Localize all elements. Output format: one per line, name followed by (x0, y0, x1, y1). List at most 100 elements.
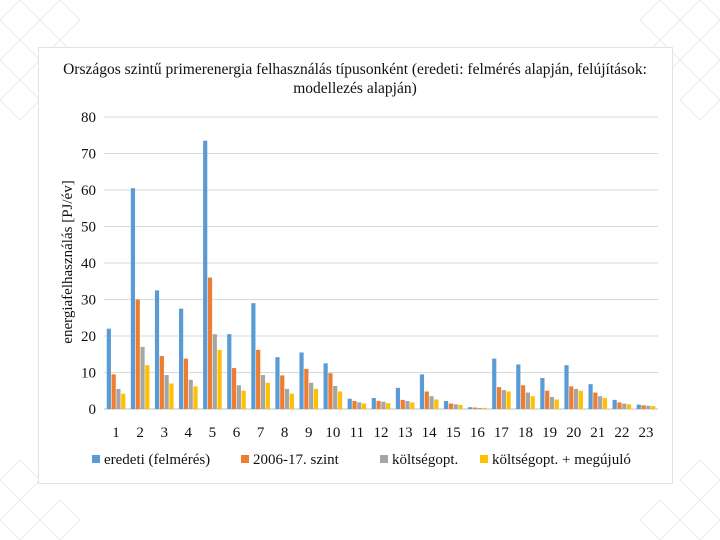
x-tick-label: 22 (614, 425, 629, 441)
bar-3-15 (453, 404, 458, 409)
bar-3-2 (140, 346, 145, 409)
chart-frame (38, 47, 673, 484)
bar-1-19 (540, 377, 545, 409)
x-tick-label: 16 (470, 425, 486, 441)
y-tick-label: 40 (81, 256, 96, 272)
chart-title: Országos szintű primerenergia felhasznál… (63, 61, 647, 97)
bar-2-11 (352, 400, 357, 409)
legend-swatch (380, 454, 388, 463)
bar-4-9 (313, 388, 319, 409)
x-tick-labels: 1 2 3 4 5 6 7 8 9 10 11 12 13 14 15 16 17 18 19 20 21 22 23 (112, 425, 653, 441)
x-tick-label: 18 (518, 425, 533, 441)
x-tick-label: 15 (446, 425, 461, 441)
bar-3-14 (429, 396, 434, 409)
legend-label: költségopt. (392, 452, 459, 468)
bar-3-21 (598, 396, 603, 409)
bar-2-18 (521, 385, 526, 409)
bar-2-4 (183, 358, 188, 409)
x-tick-label: 10 (325, 425, 340, 441)
bar-2-9 (304, 368, 309, 409)
bar-1-7 (251, 303, 256, 409)
bar-4-4 (193, 386, 198, 409)
x-tick-label: 17 (494, 425, 510, 441)
y-tick-labels: 0 10 20 30 40 50 60 70 80 (81, 110, 96, 418)
bar-4-12 (386, 403, 391, 409)
x-tick-label: 20 (566, 425, 581, 441)
x-tick-label: 1 (112, 425, 120, 441)
bar-1-16 (468, 407, 473, 409)
bar-2-17 (496, 387, 502, 409)
x-tick-label: 14 (422, 425, 438, 441)
bar-1-1 (106, 328, 111, 409)
legend-swatch (480, 454, 488, 463)
bar-4-5 (217, 349, 222, 409)
y-tick-label: 70 (81, 147, 96, 163)
legend-item: költségopt. + megújuló (480, 452, 631, 469)
bar-1-5 (203, 140, 208, 410)
bar-3-8 (284, 388, 290, 409)
bar-2-20 (569, 386, 574, 409)
bar-3-6 (236, 385, 241, 409)
bar-2-1 (111, 374, 116, 409)
bar-3-3 (164, 375, 169, 409)
bar-2-3 (159, 356, 164, 409)
y-tick-label: 80 (81, 110, 96, 126)
bar-3-23 (646, 405, 651, 409)
y-axis-label: energiafelhasználás [PJ/év] (60, 180, 76, 343)
bar-2-15 (448, 403, 453, 409)
legend-item: 2006-17. szint (241, 452, 339, 469)
bar-2-10 (328, 373, 333, 409)
bar-1-3 (154, 290, 160, 410)
bar-1-18 (516, 364, 521, 409)
bar-1-23 (636, 404, 641, 409)
legend-swatch (92, 454, 100, 463)
bar-4-14 (434, 399, 439, 409)
bar-1-4 (179, 308, 184, 410)
y-tick-label: 60 (81, 183, 96, 199)
bar-4-20 (578, 390, 583, 409)
bar-1-8 (275, 357, 280, 409)
legend: eredeti (felmérés) 2006-17. szint költségo… (92, 452, 672, 472)
x-tick-label: 13 (398, 425, 413, 441)
x-tick-label: 8 (281, 425, 289, 441)
legend-label: költségopt. + megújuló (492, 452, 631, 468)
bar-4-18 (530, 396, 535, 409)
bars (106, 140, 656, 410)
bar-2-6 (231, 368, 237, 409)
bar-3-18 (525, 392, 531, 409)
bar-1-22 (612, 399, 617, 410)
x-tick-label: 6 (233, 425, 241, 441)
y-tick-label: 10 (81, 366, 96, 382)
legend-item: költségopt. (380, 452, 458, 469)
bar-2-23 (641, 405, 646, 409)
bar-4-10 (337, 391, 343, 409)
bar-3-16 (477, 407, 482, 409)
x-tick-label: 11 (350, 425, 364, 441)
bar-4-8 (289, 393, 294, 409)
bar-4-13 (410, 402, 415, 409)
bar-4-17 (506, 391, 511, 409)
bar-4-7 (265, 382, 270, 409)
bar-1-21 (588, 384, 593, 409)
x-tick-label: 9 (305, 425, 313, 441)
bar-3-19 (549, 396, 555, 409)
bar-4-19 (554, 399, 559, 409)
bar-2-7 (256, 349, 261, 409)
x-tick-label: 2 (136, 425, 144, 441)
bar-3-17 (501, 390, 506, 409)
bar-4-3 (169, 383, 174, 409)
bar-2-21 (593, 392, 598, 409)
bar-3-7 (260, 375, 266, 409)
y-tick-label: 20 (81, 329, 96, 345)
bar-4-21 (602, 398, 608, 409)
bar-3-12 (381, 401, 386, 409)
bar-2-16 (472, 407, 478, 409)
bar-3-10 (333, 386, 338, 409)
x-tick-label: 23 (638, 425, 653, 441)
bar-4-16 (482, 407, 487, 409)
bar-3-4 (188, 379, 193, 409)
bar-1-2 (130, 188, 136, 409)
bar-1-14 (419, 374, 425, 409)
x-tick-label: 5 (209, 425, 217, 441)
